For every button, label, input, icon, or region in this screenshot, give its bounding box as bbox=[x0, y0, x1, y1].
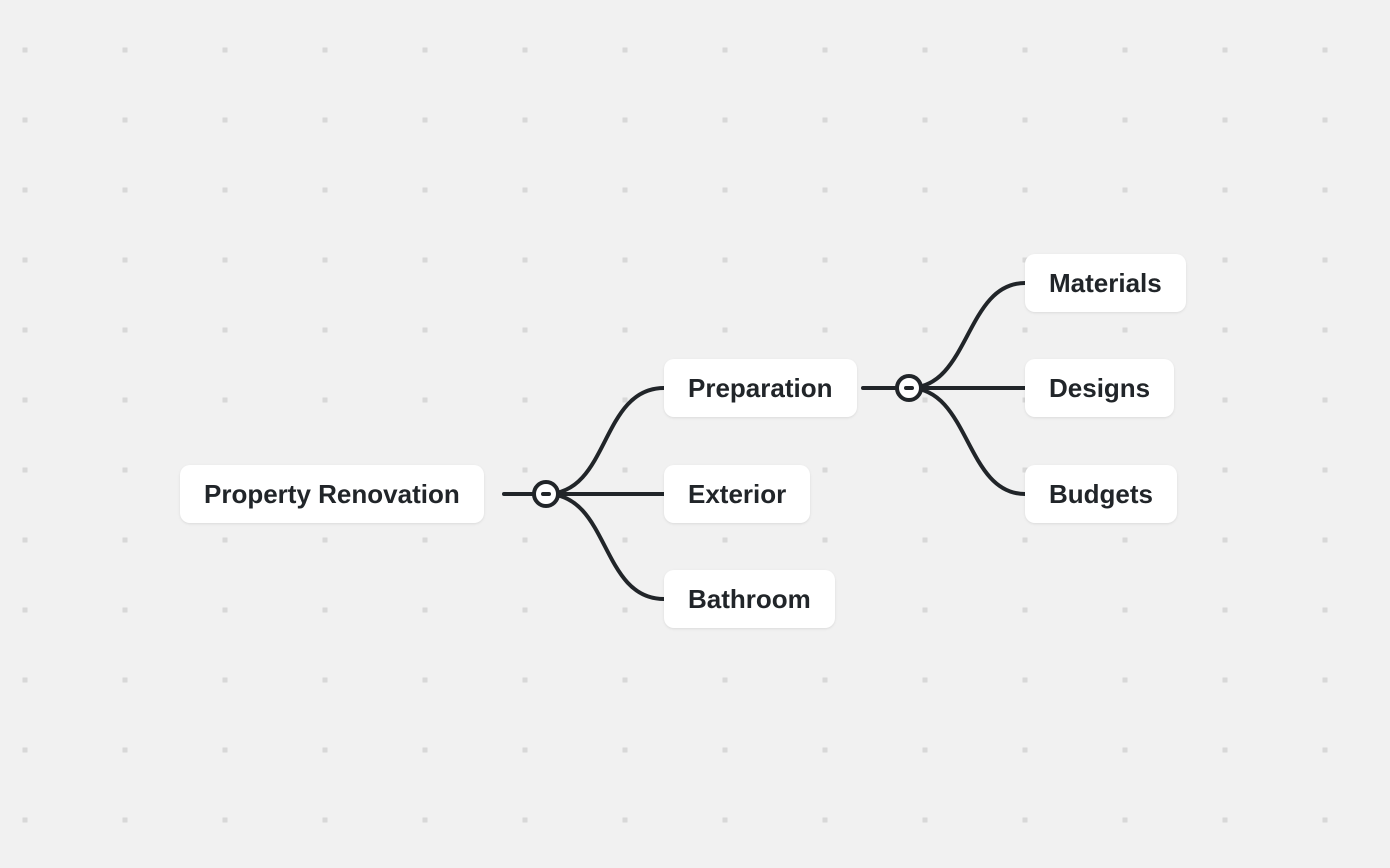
node-label: Exterior bbox=[688, 479, 786, 509]
node-preparation[interactable]: Preparation bbox=[664, 359, 857, 417]
node-budgets[interactable]: Budgets bbox=[1025, 465, 1177, 523]
node-label: Designs bbox=[1049, 373, 1150, 403]
minus-icon bbox=[904, 386, 914, 390]
node-label: Budgets bbox=[1049, 479, 1153, 509]
node-designs[interactable]: Designs bbox=[1025, 359, 1174, 417]
dot-grid-background bbox=[0, 0, 1390, 868]
collapse-toggle-preparation[interactable] bbox=[895, 374, 923, 402]
collapse-toggle-root[interactable] bbox=[532, 480, 560, 508]
minus-icon bbox=[541, 492, 551, 496]
node-materials[interactable]: Materials bbox=[1025, 254, 1186, 312]
node-label: Bathroom bbox=[688, 584, 811, 614]
node-exterior[interactable]: Exterior bbox=[664, 465, 810, 523]
node-bathroom[interactable]: Bathroom bbox=[664, 570, 835, 628]
node-root[interactable]: Property Renovation bbox=[180, 465, 484, 523]
node-label: Materials bbox=[1049, 268, 1162, 298]
mindmap-canvas[interactable]: Property Renovation Preparation Exterior… bbox=[0, 0, 1390, 868]
node-label: Property Renovation bbox=[204, 479, 460, 509]
node-label: Preparation bbox=[688, 373, 833, 403]
